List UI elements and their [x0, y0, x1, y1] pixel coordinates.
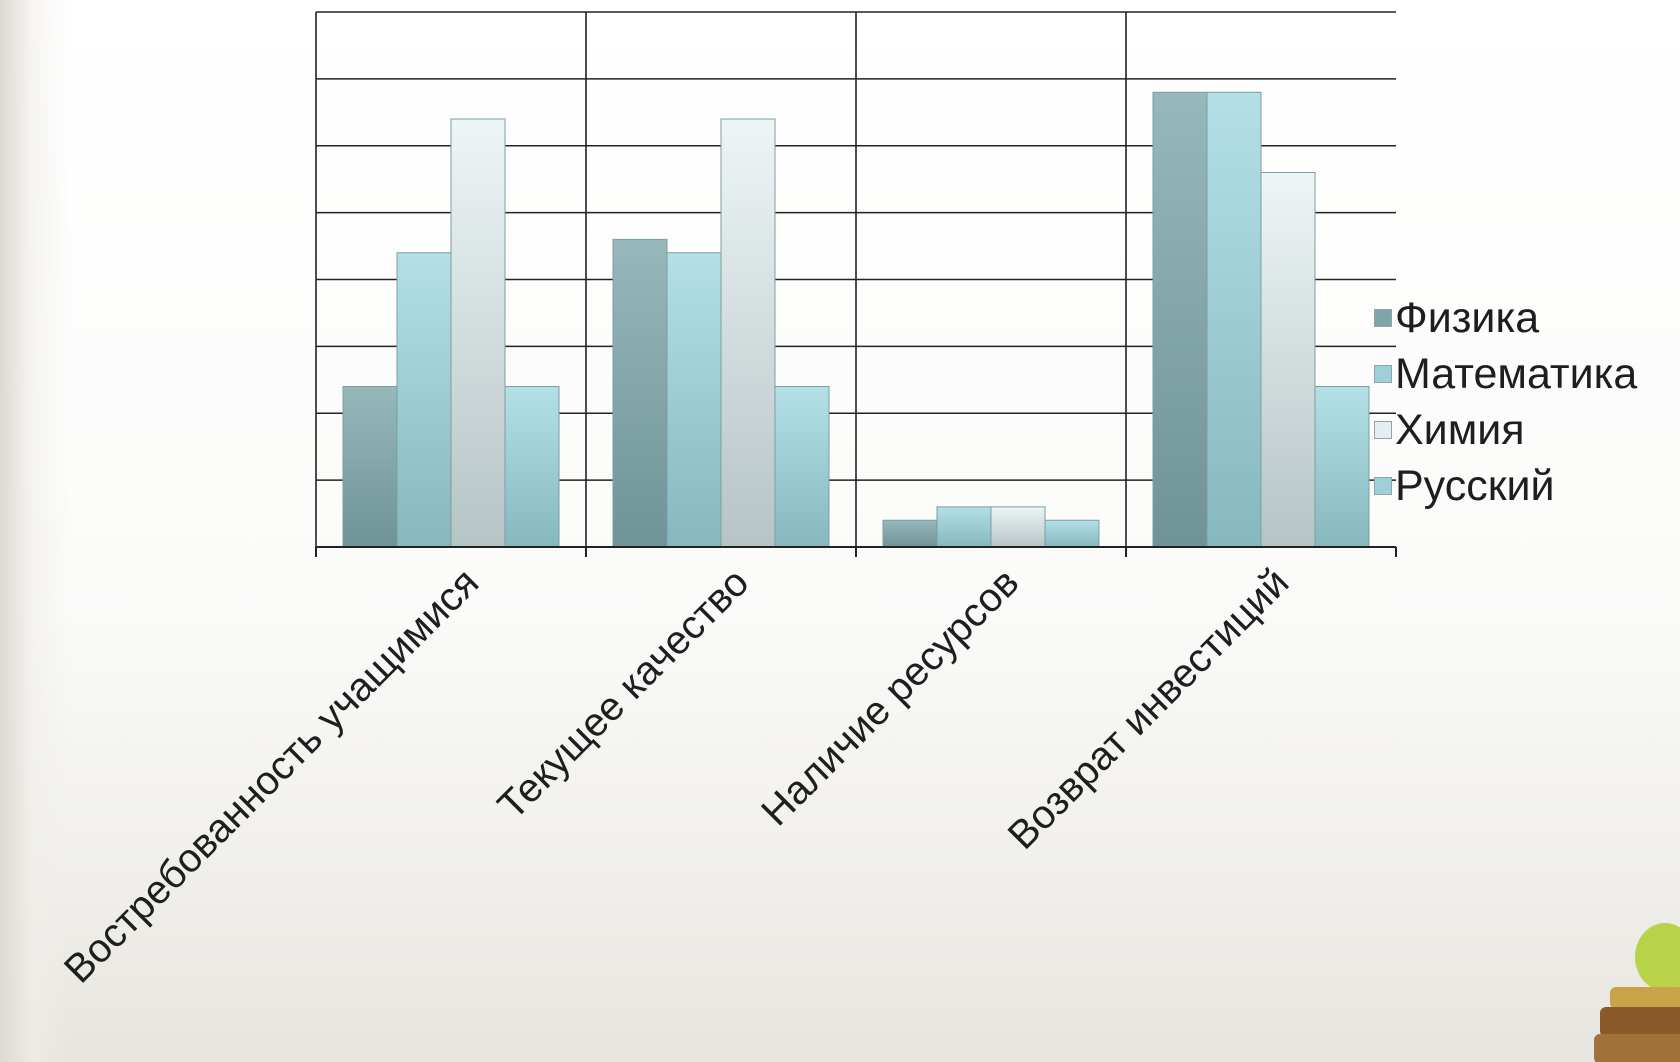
chart-bars	[342, 91, 1370, 548]
x-tick-label: Наличие ресурсов	[753, 560, 1027, 834]
bar-0-3	[504, 386, 560, 548]
bar-3-3	[1314, 386, 1370, 548]
bar-1-2	[720, 118, 776, 548]
legend-swatch-russkiy	[1374, 477, 1392, 495]
legend-swatch-matematika	[1374, 365, 1392, 383]
legend-item-russkiy: Русский	[1374, 458, 1637, 514]
chart-legend: Физика Математика Химия Русский	[1374, 290, 1637, 514]
legend-label-khimiya: Химия	[1395, 406, 1525, 454]
apple-shape	[1635, 923, 1680, 991]
bar-1-3	[774, 386, 830, 548]
book-middle	[1600, 1007, 1680, 1037]
legend-item-matematika: Математика	[1374, 346, 1637, 402]
x-tick-label: Текущее качество	[490, 560, 758, 828]
bar-3-1	[1206, 91, 1262, 548]
legend-label-matematika: Математика	[1395, 350, 1638, 398]
legend-label-russkiy: Русский	[1395, 462, 1555, 510]
bar-3-0	[1152, 91, 1208, 548]
bar-1-0	[612, 238, 668, 548]
book-top	[1610, 987, 1680, 1009]
x-tick-labels: Востребованность учащимися Текущее качест…	[56, 560, 1297, 991]
legend-swatch-khimiya	[1374, 421, 1392, 439]
bar-1-1	[666, 252, 722, 548]
bar-3-2	[1260, 172, 1316, 548]
legend-swatch-fizika	[1374, 309, 1392, 327]
bar-0-0	[342, 386, 398, 548]
bar-0-2	[450, 118, 506, 548]
bar-2-1	[936, 506, 992, 548]
legend-item-khimiya: Химия	[1374, 402, 1637, 458]
bar-2-2	[990, 506, 1046, 548]
x-tick-label: Востребованность учащимися	[56, 560, 487, 991]
slide-left-shade	[0, 0, 70, 1062]
bar-2-0	[882, 519, 938, 548]
legend-label-fizika: Физика	[1395, 294, 1540, 342]
x-tick-label: Возврат инвестиций	[1000, 560, 1298, 858]
bar-2-3	[1044, 519, 1100, 548]
chart-axes	[315, 546, 1397, 557]
books-apple-decoration	[1594, 923, 1680, 1062]
legend-item-fizika: Физика	[1374, 290, 1637, 346]
bar-0-1	[396, 252, 452, 548]
book-bottom	[1594, 1034, 1680, 1062]
